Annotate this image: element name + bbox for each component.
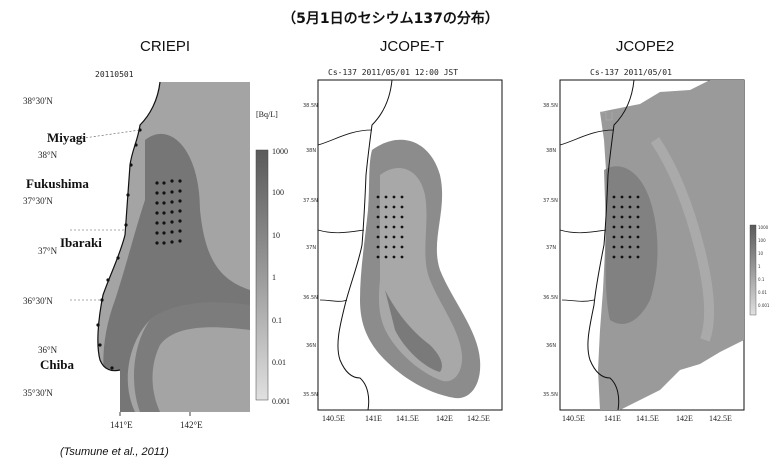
lon-tick: 142.5E <box>709 414 732 423</box>
colorbar-label: 0.001 <box>272 397 290 406</box>
colorbar-jcope2 <box>749 224 757 316</box>
lon-tick: 142°E <box>180 420 203 430</box>
lat-tick: 35.5N <box>303 392 318 398</box>
lat-tick: 36N <box>546 343 557 349</box>
lon-tick: 141°E <box>110 420 133 430</box>
panel-title-jcope2: JCOPE2 <box>615 38 675 55</box>
lon-tick: 141.5E <box>396 414 419 423</box>
label-ibaraki: Ibaraki <box>60 235 102 250</box>
lon-tick: 140.5E <box>322 414 345 423</box>
lon-tick: 140.5E <box>562 414 585 423</box>
lon-tick: 142E <box>676 414 693 423</box>
lat-tick: 36N <box>306 343 317 349</box>
colorbar-label: 100 <box>272 188 284 197</box>
lat-tick: 36°N <box>38 345 58 355</box>
colorbar-label: 0.1 <box>758 277 765 282</box>
colorbar-label: 100 <box>758 238 766 243</box>
lat-tick: 38.5N <box>303 103 318 109</box>
lat-tick: 37°30'N <box>23 196 53 206</box>
main-title: （5月1日のセシウム137の分布） <box>282 11 499 27</box>
sampling-points-jcope2 <box>612 195 640 259</box>
colorbar-unit-criepi: [Bq/L] <box>256 110 278 119</box>
colorbar-label: 0.01 <box>758 290 767 295</box>
sampling-points-criepi <box>96 128 182 370</box>
colorbar-label: 0.1 <box>272 316 282 325</box>
lat-tick: 38°N <box>38 150 58 160</box>
panel-date-jcope-t: Cs-137 2011/05/01 12:00 JST <box>328 68 459 77</box>
lon-tick: 141E <box>365 414 382 423</box>
colorbar-label: 0.01 <box>272 358 286 367</box>
lat-tick: 38N <box>546 148 557 154</box>
lat-tick: 37°N <box>38 246 58 256</box>
lon-tick: 142E <box>436 414 453 423</box>
colorbar-label: 1 <box>272 273 276 282</box>
lat-tick: 37N <box>546 245 557 251</box>
lat-tick: 36.5N <box>543 295 558 301</box>
lat-tick: 35.5N <box>543 392 558 398</box>
colorbar-label: 1000 <box>272 147 288 156</box>
sampling-points-jcope-t <box>376 195 404 259</box>
panel-title-criepi: CRIEPI <box>139 38 190 55</box>
colorbar-criepi <box>255 149 269 401</box>
lat-tick: 37N <box>306 245 317 251</box>
lat-tick: 38°30'N <box>23 96 53 106</box>
panel-date-criepi: 20110501 <box>95 70 134 79</box>
lat-tick: 36.5N <box>303 295 318 301</box>
lat-tick: 35°30'N <box>23 388 53 398</box>
lat-tick: 36°30'N <box>23 296 53 306</box>
panel-date-jcope2: Cs-137 2011/05/01 <box>590 68 672 77</box>
lat-tick: 37.5N <box>543 198 558 204</box>
lon-tick: 141E <box>604 414 621 423</box>
citation: (Tsumune et al., 2011) <box>60 446 169 458</box>
label-miyagi: Miyagi <box>47 130 86 145</box>
lon-tick: 142.5E <box>467 414 490 423</box>
label-chiba: Chiba <box>40 357 74 372</box>
colorbar-label: 1000 <box>758 225 769 230</box>
colorbar-label: 1 <box>758 264 761 269</box>
lat-tick: 38.5N <box>543 103 558 109</box>
lon-tick: 141.5E <box>636 414 659 423</box>
lat-tick: 37.5N <box>303 198 318 204</box>
colorbar-label: 0.001 <box>758 303 770 308</box>
colorbar-label: 10 <box>758 251 764 256</box>
colorbar-label: 10 <box>272 231 280 240</box>
panel-title-jcope-t: JCOPE-T <box>379 38 445 55</box>
lat-tick: 38N <box>306 148 317 154</box>
label-fukushima: Fukushima <box>26 176 89 191</box>
